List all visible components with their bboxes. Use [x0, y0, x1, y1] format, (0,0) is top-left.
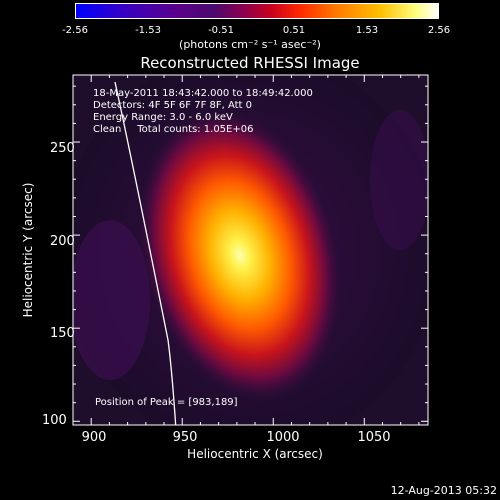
y-tick-label: 100 [42, 413, 67, 428]
x-tick-label: 950 [172, 430, 198, 445]
colorbar-tick: -2.56 [62, 25, 88, 36]
info-clean: Clean Total counts: 1.05E+06 [93, 124, 254, 135]
colorbar-tick: -1.53 [135, 25, 161, 36]
info-detectors: Detectors: 4F 5F 6F 7F 8F, Att 0 [93, 100, 253, 111]
timestamp: 12-Aug-2013 05:32 [390, 484, 497, 497]
y-tick-label: 150 [50, 326, 75, 341]
x-tick-label: 1000 [266, 430, 300, 445]
y-tick-label: 250 [50, 141, 75, 156]
colorbar-tick: 1.53 [355, 25, 379, 36]
colorbar [75, 3, 439, 19]
plot-frame [72, 74, 429, 426]
x-axis-label: Heliocentric X (arcsec) [187, 447, 323, 461]
colorbar-tick: -0.51 [208, 25, 234, 36]
x-tick-label: 1050 [357, 430, 391, 445]
chart-title: Reconstructed RHESSI Image [140, 54, 360, 72]
peak-position-label: Position of Peak = [983,189] [95, 397, 238, 408]
solar-limb-line [114, 81, 177, 425]
x-tick-label: 900 [81, 430, 107, 445]
colorbar-tick: 0.51 [282, 25, 306, 36]
colorbar-units: (photons cm⁻² s⁻¹ asec⁻²) [179, 38, 321, 51]
info-energy-range: Energy Range: 3.0 - 6.0 keV [93, 112, 233, 123]
y-axis-label: Heliocentric Y (arcsec) [21, 182, 35, 318]
colorbar-tick: 2.56 [427, 25, 451, 36]
info-time-range: 18-May-2011 18:43:42.000 to 18:49:42.000 [93, 88, 313, 99]
y-tick-label: 200 [50, 234, 75, 249]
flare-source [137, 107, 343, 403]
